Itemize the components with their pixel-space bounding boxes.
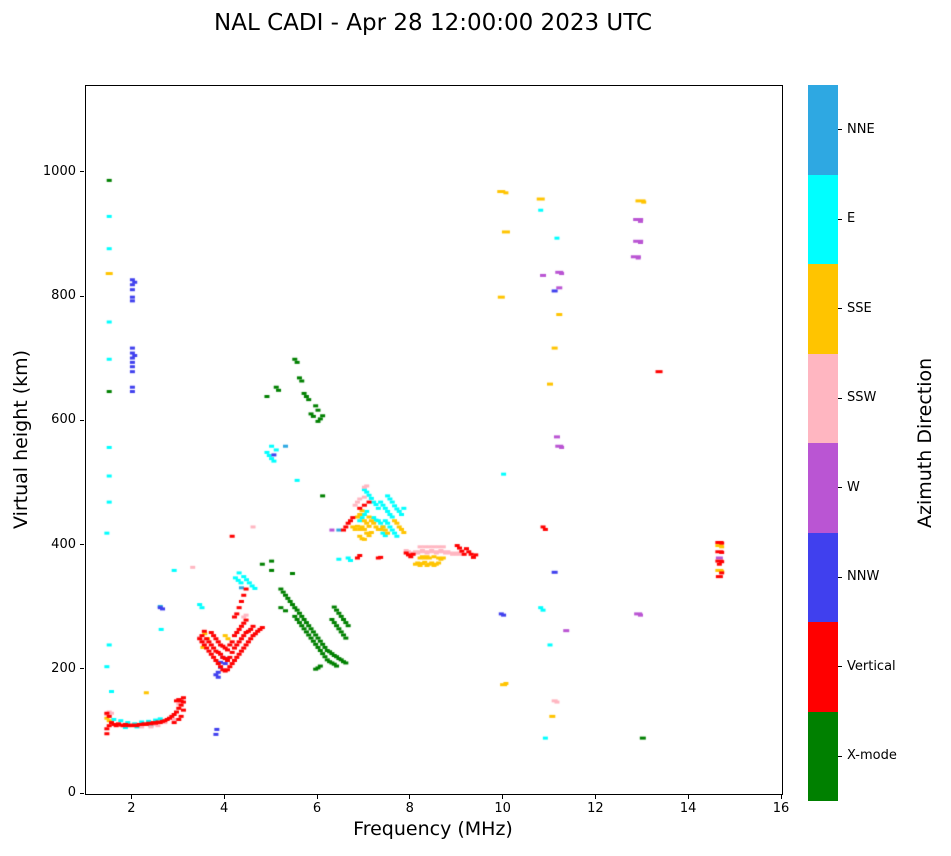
x-tick-mark [130,795,132,799]
colorbar-tick [838,576,842,578]
x-tick-mark [316,795,318,799]
x-tick-label: 16 [772,801,790,816]
x-tick-mark [594,795,596,799]
colorbar-label-x-mode: X-mode [847,748,897,764]
colorbar-label-nnw: NNW [847,569,880,585]
colorbar-label-ssw: SSW [847,390,877,406]
colorbar-segment-ssw [808,353,838,443]
colorbar-tick [838,218,842,220]
colorbar-tick [838,487,842,489]
colorbar-label-vertical: Vertical [847,658,896,674]
y-tick-label: 400 [51,536,76,552]
y-tick-mark [80,295,84,297]
y-tick-label: 0 [67,785,76,800]
y-axis-label: Virtual height (km) [10,349,32,529]
y-tick-label: 800 [51,288,76,304]
plot-area [85,85,783,795]
y-tick-label: 1000 [42,163,76,179]
colorbar-tick [838,666,842,668]
colorbar-tick [838,755,842,757]
azimuth-colorbar [808,85,838,801]
x-tick-label: 6 [312,801,322,816]
x-tick-mark [687,795,689,799]
x-tick-mark [780,795,782,799]
colorbar-segment-w [808,443,838,533]
y-tick-label: 200 [51,660,76,676]
x-tick-label: 4 [220,801,229,816]
colorbar-segment-e [808,174,838,264]
y-tick-mark [80,668,84,670]
y-tick-mark [80,171,84,173]
colorbar-tick [838,397,842,399]
x-tick-label: 10 [494,801,511,816]
y-tick-label: 600 [51,412,76,428]
chart-title: NAL CADI - Apr 28 12:00:00 2023 UTC [214,10,652,36]
x-tick-label: 8 [405,801,414,816]
y-tick-mark [80,792,84,794]
colorbar-segment-nnw [808,532,838,622]
colorbar-tick [838,308,842,310]
y-tick-mark [80,544,84,546]
x-axis-label: Frequency (MHz) [353,818,513,840]
x-tick-mark [409,795,411,799]
colorbar-label-w: W [847,479,860,495]
x-tick-label: 14 [679,801,697,816]
colorbar-label-sse: SSE [847,300,872,316]
colorbar-label-e: E [847,211,856,227]
colorbar-label-nne: NNE [847,121,875,137]
colorbar-segment-sse [808,264,838,354]
x-tick-label: 2 [127,801,136,816]
colorbar-tick [838,129,842,131]
x-tick-label: 12 [587,801,604,816]
colorbar-title: Azimuth Direction [914,357,936,529]
colorbar-segment-nne [808,85,838,175]
scatter-canvas [86,86,782,794]
y-tick-mark [80,419,84,421]
x-tick-mark [223,795,225,799]
x-tick-mark [502,795,504,799]
colorbar-segment-vertical [808,622,838,712]
colorbar-segment-x-mode [808,711,838,801]
